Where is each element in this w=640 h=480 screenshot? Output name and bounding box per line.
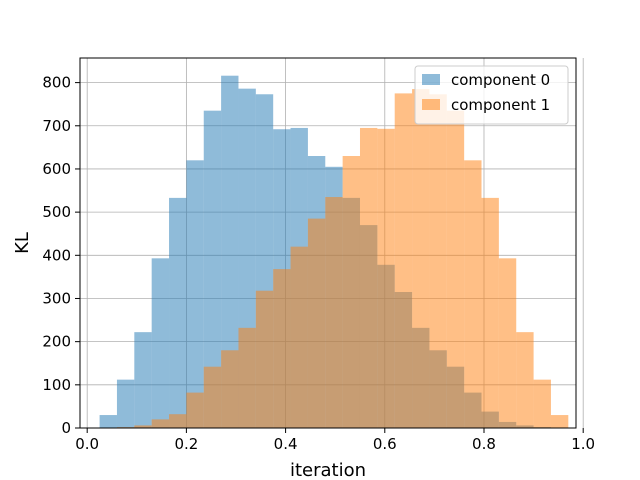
y-tick-label-7: 700 <box>42 117 71 135</box>
bar-component-1-bin-6 <box>203 366 222 428</box>
y-tick-label-6: 600 <box>42 160 71 178</box>
bar-component-1-bin-12 <box>307 218 326 428</box>
x-axis-ticks: 0.0 0.2 0.4 0.6 0.8 1.0 <box>75 428 595 453</box>
bar-component-1-bin-8 <box>238 327 256 428</box>
histogram-bars <box>99 75 569 429</box>
y-tick-label-5: 500 <box>42 203 71 221</box>
y-tick-label-8: 800 <box>42 74 71 92</box>
x-axis-label: iteration <box>290 460 366 480</box>
x-tick-label-2: 0.4 <box>274 435 298 453</box>
bar-component-1-bin-16 <box>377 128 395 429</box>
bar-component-0-bin-4 <box>169 197 187 428</box>
bar-component-0-bin-1 <box>116 379 135 428</box>
bar-component-1-bin-25 <box>533 379 551 428</box>
y-axis-label: KL <box>12 232 33 254</box>
bar-component-1-bin-3 <box>151 419 170 428</box>
series-component-1 <box>116 89 569 429</box>
bar-component-1-bin-26 <box>550 415 569 428</box>
legend: component 0 component 1 <box>414 65 569 125</box>
legend-swatch-component-1 <box>422 99 440 110</box>
bar-component-1-bin-5 <box>186 392 204 428</box>
y-tick-label-3: 300 <box>42 289 71 307</box>
bar-component-1-bin-11 <box>290 246 308 428</box>
bar-component-0-bin-7 <box>221 75 239 428</box>
bar-component-1-bin-13 <box>325 197 343 428</box>
y-tick-label-0: 0 <box>61 419 71 437</box>
plot-frame <box>79 57 577 429</box>
bar-component-1-bin-2 <box>134 425 152 428</box>
bar-component-1-bin-23 <box>498 258 517 428</box>
y-axis-ticks: 0 100 200 300 400 500 600 700 800 <box>42 74 80 437</box>
bar-component-0-bin-2 <box>134 332 152 428</box>
bar-component-1-bin-21 <box>464 160 482 428</box>
x-tick-label-0: 0.0 <box>75 435 99 453</box>
y-tick-label-4: 400 <box>42 246 71 264</box>
bar-component-1-bin-9 <box>255 290 274 428</box>
bar-component-1-bin-19 <box>429 94 447 428</box>
bar-component-1-bin-17 <box>394 93 413 429</box>
bar-component-1-bin-24 <box>516 332 534 428</box>
bar-component-1-bin-4 <box>169 414 187 428</box>
x-tick-label-5: 1.0 <box>571 435 595 453</box>
legend-label-component-1: component 1 <box>451 96 550 114</box>
bar-component-1-bin-22 <box>481 197 499 428</box>
x-tick-label-4: 0.8 <box>472 435 496 453</box>
legend-label-component-0: component 0 <box>451 71 550 89</box>
bar-component-0-bin-3 <box>151 258 170 428</box>
bar-component-1-bin-10 <box>273 269 291 428</box>
bar-component-0-bin-5 <box>186 160 204 428</box>
bar-component-1-bin-15 <box>359 127 378 429</box>
x-tick-label-3: 0.6 <box>373 435 397 453</box>
y-tick-label-2: 200 <box>42 333 71 351</box>
bar-component-1-bin-14 <box>342 156 360 428</box>
legend-box <box>414 65 569 125</box>
bar-component-1-bin-18 <box>412 89 430 429</box>
bar-component-1-bin-20 <box>446 110 465 428</box>
x-tick-label-1: 0.2 <box>174 435 198 453</box>
bar-component-0-bin-6 <box>203 110 222 428</box>
bar-component-1-bin-7 <box>221 350 239 428</box>
legend-swatch-component-0 <box>422 74 440 85</box>
y-tick-label-1: 100 <box>42 376 71 394</box>
bar-component-0-bin-0 <box>99 415 117 428</box>
